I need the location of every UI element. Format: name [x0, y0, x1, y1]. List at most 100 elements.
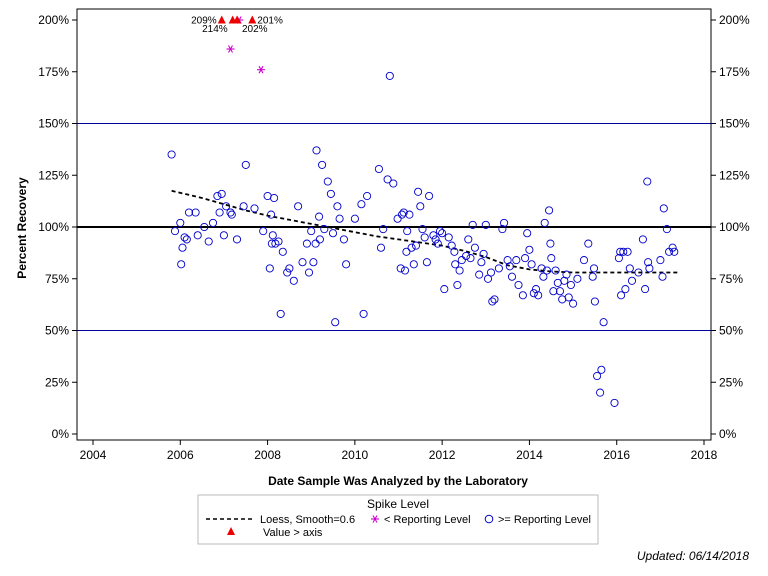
data-point-reporting [294, 202, 303, 211]
x-tick-label: 2018 [691, 448, 718, 462]
value-annotation: 201% [257, 16, 283, 27]
y-tick-label-right: 125% [719, 168, 750, 182]
data-point-reporting [512, 256, 521, 265]
data-point-reporting [193, 231, 202, 240]
data-point-reporting [420, 233, 429, 242]
data-point-reporting [596, 388, 605, 397]
data-point-reporting [335, 214, 344, 223]
data-point-reporting [215, 208, 224, 217]
value-annotation: 202% [242, 24, 268, 35]
y-tick-label-left: 150% [38, 117, 69, 131]
data-point-reporting [184, 208, 194, 217]
data-point-reporting [589, 264, 599, 273]
data-point-reporting [309, 258, 318, 267]
data-point-reporting [339, 235, 348, 244]
data-point-reporting [477, 258, 486, 267]
data-point-reporting [656, 256, 665, 265]
legend-circle-label: >= Reporting Level [498, 514, 591, 526]
data-point-reporting [444, 233, 453, 242]
data-point-reporting [514, 280, 523, 290]
data-point-reporting [265, 264, 274, 273]
reference-lines [77, 123, 711, 331]
data-point-reporting [505, 262, 514, 271]
value-annotation: 209% [191, 16, 217, 27]
data-point-reporting [521, 254, 530, 263]
data-point-reporting [488, 297, 497, 306]
data-point-reporting [320, 225, 329, 234]
data-point-reporting [167, 150, 176, 159]
legend-title: Spike Level [367, 497, 429, 511]
data-point-reporting [540, 218, 549, 227]
value-annotation: 214% [202, 24, 228, 35]
data-point-reporting [302, 239, 311, 248]
data-point-reporting [403, 227, 412, 236]
data-point-reporting [191, 208, 200, 217]
data-point-reporting [222, 202, 231, 211]
data-point-reporting [450, 247, 459, 256]
data-point-reporting [593, 371, 602, 381]
data-point-reporting [468, 220, 477, 229]
data-point-reporting [435, 227, 445, 236]
data-point-reporting [350, 214, 359, 223]
data-point-reporting [555, 287, 565, 296]
data-point-reporting [564, 293, 573, 302]
data-point-reporting [527, 260, 536, 269]
data-point-reporting [551, 266, 560, 275]
legend-triangle-label: Value > axis [263, 527, 323, 539]
data-point-reporting [405, 210, 414, 219]
data-point-reporting [315, 212, 324, 221]
x-tick-label: 2008 [254, 448, 281, 462]
data-point-reporting [566, 280, 575, 290]
data-point-reporting [289, 276, 298, 285]
data-point-reporting [500, 218, 509, 227]
data-point-reporting [359, 309, 368, 318]
y-tick-label-left: 175% [38, 65, 69, 79]
y-axis-left: 0% 25% 50% 75% 100% 125% 150% 175% 200% [38, 13, 77, 441]
data-point-reporting [177, 260, 186, 269]
data-point-reporting [479, 249, 488, 258]
data-point-reporting [429, 231, 438, 240]
data-point-reporting [397, 210, 407, 219]
data-point-reporting [213, 191, 222, 201]
data-point-reporting [547, 254, 556, 263]
data-point-reporting [599, 318, 608, 327]
data-point-reporting [464, 235, 473, 244]
data-point-reporting [645, 264, 654, 273]
data-point-reporting [409, 260, 418, 269]
updated-footnote: Updated: 06/14/2018 [637, 549, 749, 563]
data-point-reporting [274, 237, 283, 246]
data-point-reporting [379, 225, 388, 234]
data-point-reporting [217, 189, 226, 198]
data-point-reporting [431, 235, 440, 244]
data-point-reporting [425, 191, 434, 201]
x-tick-label: 2016 [603, 448, 630, 462]
data-point-reporting [440, 285, 449, 294]
y-tick-label-left: 125% [38, 168, 69, 182]
data-point-reporting [542, 266, 551, 275]
data-point-reporting [311, 239, 320, 248]
data-point-reporting [227, 210, 236, 219]
data-point-reporting [569, 299, 578, 308]
data-point-reporting [422, 258, 431, 267]
data-point-reporting [545, 206, 554, 215]
data-point-reporting [418, 225, 427, 234]
data-point-reporting [389, 179, 398, 188]
data-point-reporting [208, 218, 218, 227]
y-tick-label-left: 25% [45, 375, 69, 389]
x-axis-label: Date Sample Was Analyzed by the Laborato… [268, 474, 528, 488]
data-point-reporting [333, 202, 342, 211]
data-point-reporting [298, 258, 307, 267]
data-point-reporting [658, 272, 667, 281]
data-point-above-axis [248, 15, 257, 24]
data-point-reporting [453, 280, 462, 290]
data-point-reporting [363, 191, 372, 201]
y-tick-label-left: 100% [38, 220, 69, 234]
data-point-reporting [662, 225, 671, 234]
data-point-reporting [342, 260, 351, 269]
data-point-reporting [573, 274, 582, 283]
data-point-reporting [411, 241, 421, 250]
y-tick-label-right: 0% [719, 427, 737, 441]
y-tick-label-left: 75% [45, 272, 69, 286]
data-point-reporting [178, 243, 187, 252]
